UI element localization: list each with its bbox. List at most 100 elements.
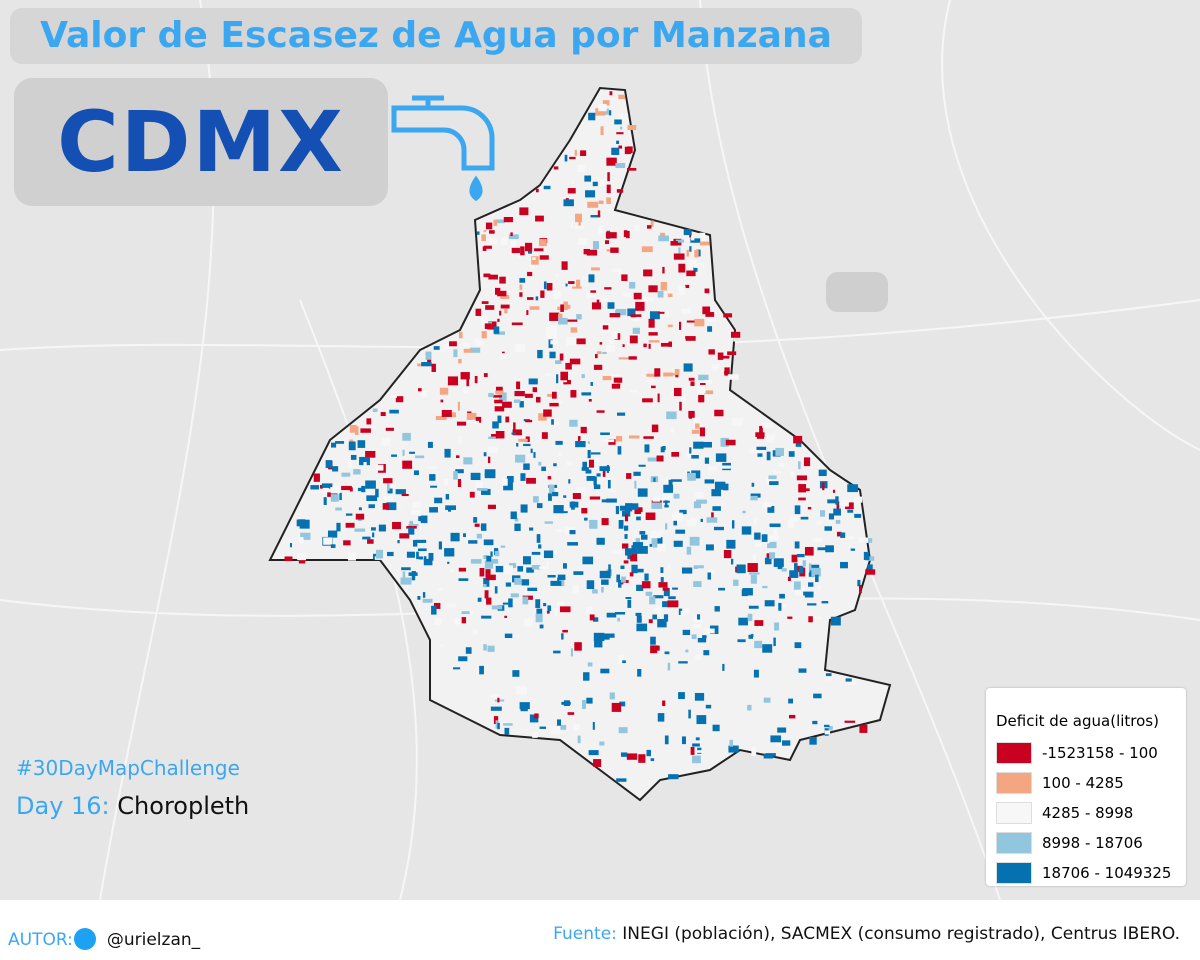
block [538,461,542,466]
block [370,527,376,531]
block [335,441,345,444]
block [821,601,829,604]
block [591,302,601,310]
block [526,310,529,316]
block [580,150,587,157]
block [766,451,771,461]
block [527,271,533,277]
block [514,391,525,397]
block [672,587,678,590]
block [688,260,697,268]
block [761,534,768,542]
block [695,654,702,660]
block [534,713,539,719]
block [479,665,484,675]
block [653,477,656,482]
block [769,552,776,559]
block [476,231,480,235]
block [588,750,599,756]
block [778,462,785,467]
block [431,363,436,372]
block [600,179,606,187]
faucet-icon [391,95,495,202]
block [624,525,629,531]
block [802,560,806,567]
block [840,499,849,507]
block [547,476,552,480]
block [662,587,669,591]
block [503,216,513,223]
block [733,579,739,586]
block [359,460,362,465]
block [488,436,497,440]
block [627,308,636,317]
block [723,313,733,318]
block [531,256,539,265]
block [461,617,467,624]
block [714,481,726,490]
block [514,517,519,522]
block [531,564,541,570]
block [798,497,806,501]
block [500,294,510,299]
block [644,297,654,302]
block [629,281,636,289]
block [532,387,538,393]
block [418,516,423,522]
block [549,402,559,407]
block [804,546,814,556]
block [455,469,464,474]
block [670,241,678,246]
block [447,561,450,564]
block [383,496,394,501]
block [450,532,460,542]
block [604,633,615,638]
block [634,480,637,489]
block [610,373,620,377]
block [588,399,592,402]
block [596,410,605,413]
block [480,524,486,529]
block [427,466,437,469]
block [818,469,827,477]
block [599,342,603,345]
block [613,377,623,383]
block [495,390,504,395]
block [795,441,802,447]
legend-item: -1523158 - 100 [996,738,1186,768]
block [824,724,830,728]
block [597,210,601,217]
block [756,446,767,450]
block [632,327,640,334]
block [461,611,470,615]
block [618,519,624,529]
block [769,523,777,526]
block [555,360,562,364]
block [488,446,498,453]
block [850,548,856,551]
block [556,719,562,726]
block [544,373,552,376]
block [702,635,707,639]
block [341,485,352,491]
block [513,422,516,431]
block [631,546,638,555]
block [466,378,470,387]
block [636,623,648,632]
block [372,532,375,538]
block [775,447,784,456]
block [530,448,533,454]
block [699,232,706,241]
block [504,727,510,735]
block [778,602,782,611]
block [447,376,459,386]
block [707,569,715,574]
block [596,537,605,545]
block [665,523,668,530]
block [495,430,505,439]
block [581,392,592,396]
block [812,720,818,725]
block [600,126,604,136]
legend-title: Deficit de agua(litros) [996,712,1159,730]
block [563,378,567,383]
